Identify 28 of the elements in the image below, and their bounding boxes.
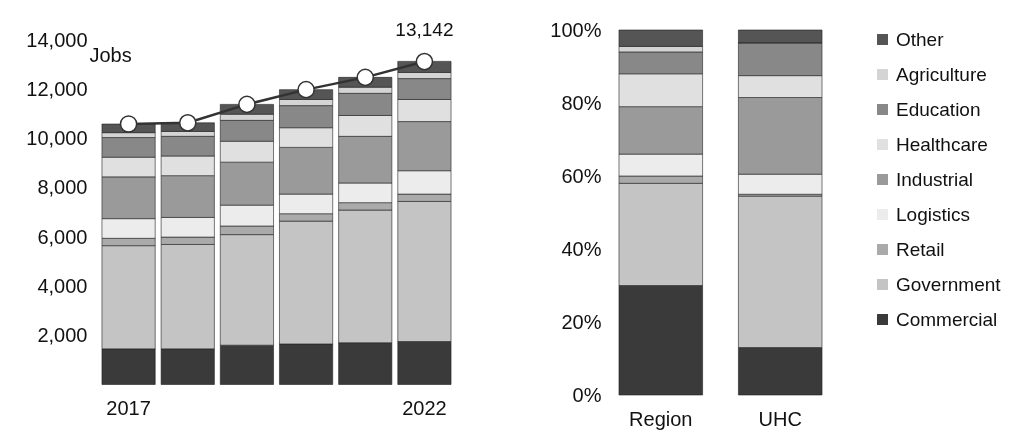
legend-label: Industrial [896,168,974,190]
legend-label: Government [896,273,1002,295]
x-tick-label: UHC [758,407,802,430]
y-tick-label: 2,000 [37,323,88,346]
y-tick-label: 6,000 [37,225,88,248]
y-tick-label: 20% [561,310,602,333]
data-label: 13,142 [395,18,454,40]
legend-label: Retail [896,238,945,260]
legend-label: Education [896,98,981,120]
y-tick-label: 60% [561,164,602,187]
y-axis-title: Jobs [89,44,132,66]
y-tick-label: 10,000 [26,127,88,150]
legend-label: Other [896,28,945,50]
y-tick-label: 14,000 [26,29,88,51]
legend-label: Healthcare [896,133,988,155]
y-tick-label: 100% [550,18,602,41]
y-tick-label: 12,000 [26,78,88,101]
y-tick-label: 8,000 [37,176,88,199]
y-tick-label: 4,000 [37,274,88,297]
x-tick-label: Region [629,407,693,430]
y-tick-label: 0% [572,383,602,406]
legend-label: Agriculture [896,63,987,85]
y-tick-label: 80% [561,91,602,114]
legend-label: Commercial [896,308,998,330]
legend-label: Logistics [896,203,970,225]
x-tick-label: 2022 [402,397,447,419]
x-tick-label: 2017 [106,397,151,419]
y-tick-label: 40% [561,237,602,260]
